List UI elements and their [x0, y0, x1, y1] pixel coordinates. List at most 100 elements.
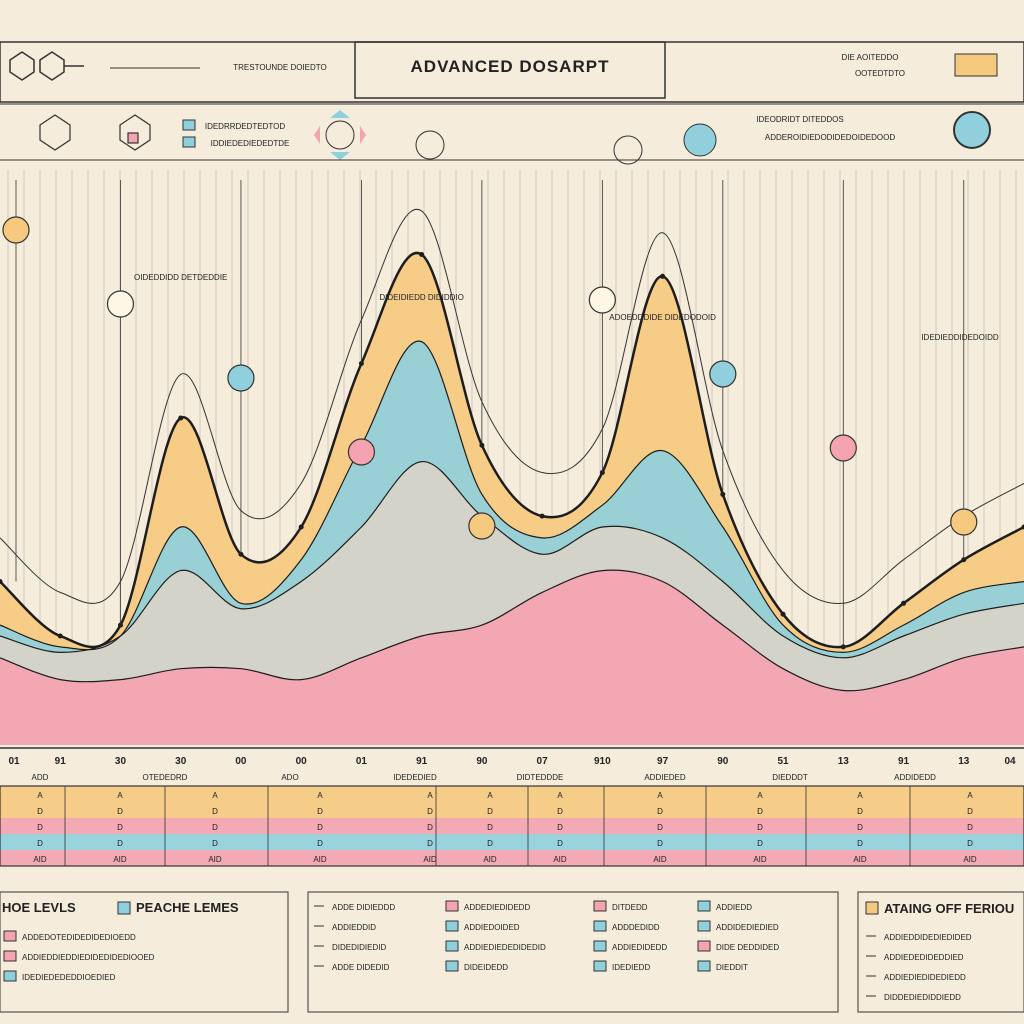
legend-item: IDEDIEDD: [612, 963, 650, 972]
table-cell: D: [212, 807, 218, 816]
table-cell: AID: [853, 855, 867, 864]
line-blue: [0, 340, 1024, 653]
legend-item: DIDEDIDIEDID: [332, 943, 386, 952]
table-cell: D: [657, 823, 663, 832]
legend-item: ADDE DIDIEDDD: [332, 903, 395, 912]
table-row: [0, 834, 1024, 850]
annotation-node-icon: [106, 290, 135, 318]
x-tick-label: 91: [898, 756, 910, 767]
legend-item: ADDEDIEDIDEDD: [464, 903, 530, 912]
legend-swatch-icon: [593, 960, 607, 972]
annotation-node-icon: [950, 508, 978, 536]
table-cell: AID: [653, 855, 667, 864]
table-header: DIEDDDT: [772, 773, 808, 782]
table-cell: D: [37, 807, 43, 816]
legend-swatch-icon: [117, 901, 131, 915]
table-cell: D: [967, 823, 973, 832]
data-point: [57, 633, 63, 639]
x-tick-label: 07: [537, 756, 549, 767]
table-cell: D: [317, 839, 323, 848]
legend-swatch-icon: [593, 900, 607, 912]
legend-item: DIDE DEDDIDED: [716, 943, 779, 952]
legend-swatch-icon: [182, 119, 196, 131]
legend-item: ADDDEDIDD: [612, 923, 660, 932]
table-cell: D: [37, 823, 43, 832]
header-left-caption: TRESTOUNDE DOIEDTO: [233, 63, 327, 72]
table-cell: AID: [753, 855, 767, 864]
data-point: [901, 600, 907, 606]
peak-label: OIDEDDIDD DETDEDDIE: [134, 273, 227, 282]
table-cell: D: [487, 807, 493, 816]
table-cell: AID: [208, 855, 222, 864]
legend-panel-1-items: ADDEDOTEDIDEDIDEDIOEDD ADDIEDDIEDDIEDIDED…: [3, 930, 155, 982]
table-cell: A: [37, 791, 43, 800]
data-point: [1021, 524, 1024, 530]
data-point: [660, 273, 666, 279]
table-cell: D: [757, 807, 763, 816]
legend-item: ADDIEDIEDIDEDIEDD: [884, 973, 966, 982]
table-cell: D: [317, 823, 323, 832]
table-cell: AID: [33, 855, 47, 864]
legend-swatch-icon: [445, 900, 459, 912]
legend-item: IDEDIEDEDEDDIOEDIED: [22, 973, 116, 982]
table-cell: D: [967, 807, 973, 816]
table-cell: D: [317, 807, 323, 816]
legend-item: DIDDEDIEDIDDIEDD: [884, 993, 961, 1002]
table-cell: D: [117, 807, 123, 816]
legend-swatch-icon: [182, 136, 196, 148]
table-cell: A: [317, 791, 323, 800]
table-cell: A: [657, 791, 663, 800]
legend-swatch-icon: [445, 960, 459, 972]
legend-swatch-icon: [445, 920, 459, 932]
annotation-node-icon: [468, 512, 496, 540]
table-row: [0, 850, 1024, 866]
table-cell: D: [757, 839, 763, 848]
table-cell: A: [117, 791, 123, 800]
compass-icon: [314, 110, 366, 160]
peak-labels: OIDEDDIDD DETDEDDIE DIDEIDIEDD DIDIDDIO AD…: [134, 273, 999, 342]
data-point: [178, 415, 184, 421]
peak-label: DIDEIDIEDD DIDIDDIO: [379, 293, 463, 302]
legend-swatch-icon: [3, 930, 17, 942]
table-cell: A: [487, 791, 493, 800]
legend-swatch-icon: [593, 940, 607, 952]
chart-title: ADVANCED DOSARPT: [411, 57, 610, 76]
data-table: A A A A A A A A A A AD D D D D D D D D D DD D D D D D D D D D DD D D D D D D…: [0, 773, 1024, 867]
x-tick-label: 30: [115, 756, 127, 767]
table-cell: D: [117, 839, 123, 848]
legend-item: ADDIEDDIDEDIEDIDED: [884, 933, 972, 942]
x-tick-label: 13: [838, 756, 850, 767]
legend-item: ADDE DIDEDID: [332, 963, 390, 972]
legend-swatch-icon: [3, 950, 17, 962]
series-areas: [0, 252, 1024, 745]
node-icon: [953, 111, 991, 149]
legend-panel-1: [0, 891, 289, 1013]
header-swatch-icon: [954, 53, 998, 77]
data-point: [298, 524, 304, 530]
data-point: [780, 611, 786, 617]
x-tick-label: 00: [296, 756, 308, 767]
x-tick-label: 13: [958, 756, 970, 767]
legend-swatch-icon: [593, 920, 607, 932]
peak-label: IDEDIEDDIDEDOIDD: [921, 333, 999, 342]
legend-item: ADDEDOTEDIDEDIDEDIOEDD: [22, 933, 136, 942]
table-header: ADDIDEDD: [894, 773, 936, 782]
area-pink: [0, 570, 1024, 745]
legend-item: ADDIEDOIDED: [464, 923, 520, 932]
x-tick-label: 90: [476, 756, 488, 767]
annotation-nodes: [2, 180, 978, 647]
table-cell: D: [212, 823, 218, 832]
table-cell: D: [557, 823, 563, 832]
legend-swatch-icon: [697, 940, 711, 952]
table-cell: D: [212, 839, 218, 848]
table-frame: [0, 785, 1024, 867]
legend-item: ADDIEDDID: [332, 923, 376, 932]
legend-panel-6-items: ADDIEDDIDEDIEDIDED ADDIEDEDIDEDDIED ADDIED…: [866, 933, 972, 1002]
legend-panel-1-title-2: PEACHE LEMES: [136, 900, 239, 915]
peak-label: ADOEDDDIDE DIDEDODOID: [609, 313, 716, 322]
table-cell: D: [657, 839, 663, 848]
annotation-node-icon: [2, 216, 30, 244]
legend-swatch-icon: [445, 940, 459, 952]
